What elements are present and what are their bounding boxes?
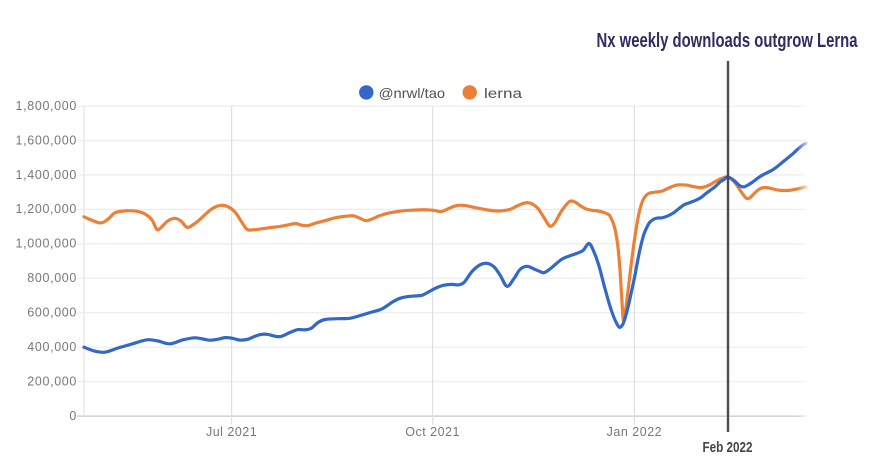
svg-text:1,800,000: 1,800,000	[16, 99, 77, 113]
svg-text:Oct 2021: Oct 2021	[405, 425, 460, 439]
svg-text:1,600,000: 1,600,000	[16, 133, 77, 147]
svg-text:0: 0	[69, 409, 77, 423]
svg-text:lerna: lerna	[484, 85, 522, 101]
svg-text:Nx weekly downloads outgrow Le: Nx weekly downloads outgrow Lerna	[597, 30, 859, 52]
svg-text:1,000,000: 1,000,000	[16, 237, 77, 251]
svg-text:@nrwl/tao: @nrwl/tao	[379, 85, 446, 101]
svg-text:1,400,000: 1,400,000	[16, 168, 77, 182]
svg-text:800,000: 800,000	[27, 271, 77, 285]
svg-text:1,200,000: 1,200,000	[16, 202, 77, 216]
svg-text:200,000: 200,000	[27, 375, 77, 389]
svg-text:Feb 2022: Feb 2022	[703, 439, 753, 456]
svg-text:Jan 2022: Jan 2022	[607, 425, 662, 439]
svg-text:600,000: 600,000	[27, 306, 77, 320]
svg-text:400,000: 400,000	[27, 340, 77, 354]
svg-text:Jul 2021: Jul 2021	[206, 425, 257, 439]
